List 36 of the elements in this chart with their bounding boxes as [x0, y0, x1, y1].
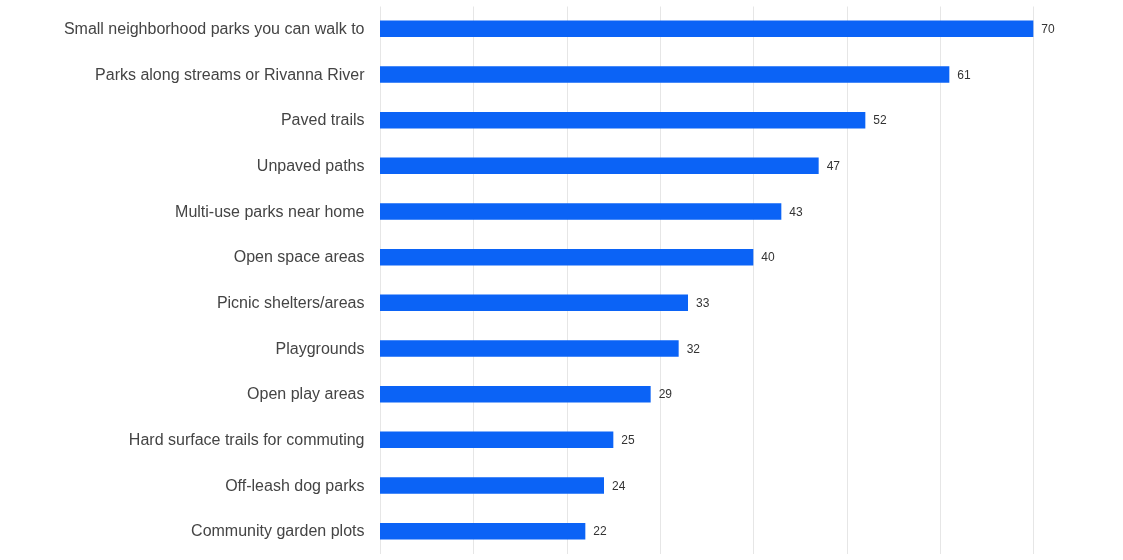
bar [380, 522, 586, 540]
bar [380, 248, 754, 266]
y-tick-label: Community garden plots [191, 522, 365, 540]
bar [380, 157, 819, 175]
y-tick-label: Parks along streams or Rivanna River [95, 65, 366, 83]
bar [380, 340, 679, 357]
y-tick-label: Hard surface trails for commuting [128, 430, 365, 448]
y-tick-label: Open play areas [247, 385, 365, 403]
data-label: 47 [826, 158, 841, 173]
bar [380, 111, 866, 129]
data-label: 33 [696, 295, 710, 310]
y-tick-label: Small neighborhood parks you can walk to [63, 19, 365, 37]
data-label: 22 [593, 524, 608, 539]
data-label: 25 [621, 432, 636, 447]
data-label: 52 [873, 113, 888, 128]
y-tick-label: Multi-use parks near home [175, 202, 365, 220]
data-label: 61 [957, 67, 972, 82]
bar [380, 477, 604, 494]
data-label: 32 [686, 341, 701, 356]
bar [380, 66, 950, 83]
data-label: 29 [658, 387, 673, 402]
data-label: 24 [612, 478, 626, 493]
data-label: 43 [789, 204, 804, 219]
bar [380, 431, 614, 449]
bar [380, 294, 688, 312]
data-label: 70 [1041, 21, 1056, 36]
bar [380, 385, 651, 403]
y-tick-label: Picnic shelters/areas [216, 293, 365, 311]
y-tick-label: Unpaved paths [256, 156, 365, 174]
y-tick-label: Open space areas [233, 248, 365, 266]
data-label: 40 [761, 250, 776, 265]
bar [380, 20, 1034, 38]
y-tick-label: Paved trails [280, 111, 365, 129]
bar [380, 203, 782, 220]
y-tick-label: Playgrounds [275, 339, 365, 357]
y-tick-label: Off-leash dog parks [225, 476, 365, 494]
